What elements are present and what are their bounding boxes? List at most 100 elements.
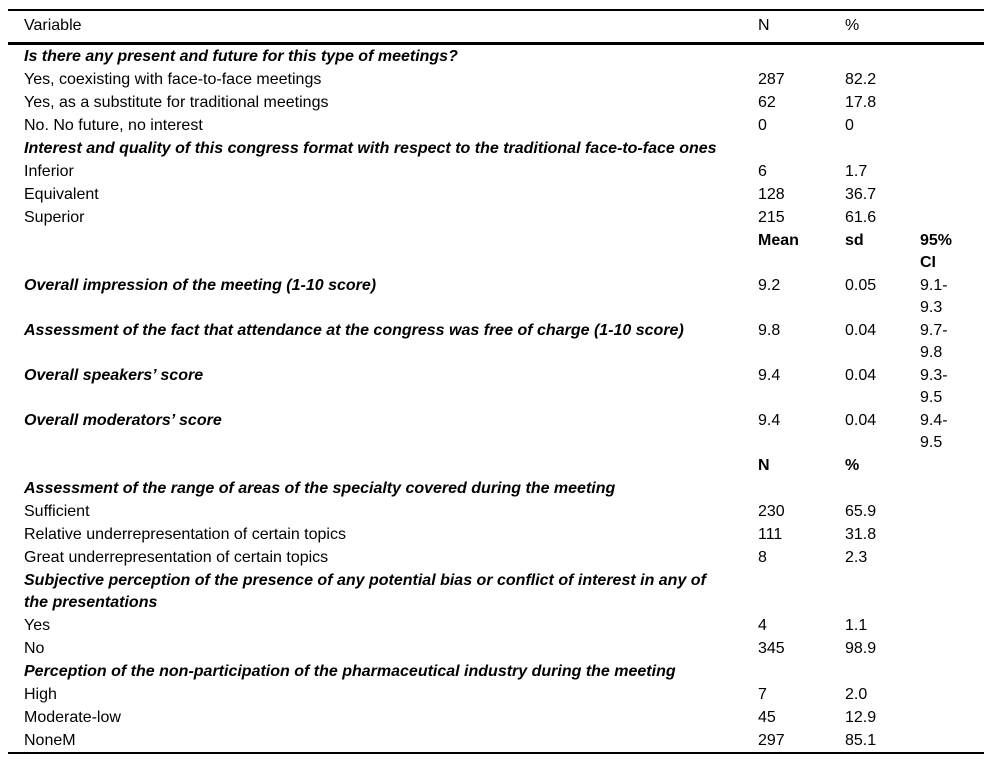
cell-mean: 9.2 <box>758 277 781 294</box>
cell-n: 45 <box>758 709 776 726</box>
cell-ci <box>920 729 984 753</box>
cell-ci <box>920 454 984 477</box>
cell-variable: Superior <box>24 209 85 226</box>
table-row: Yes, coexisting with face-to-face meetin… <box>8 68 984 91</box>
cell-variable: Equivalent <box>24 186 99 203</box>
cell-ci: 9.1-9.3 <box>920 277 948 316</box>
cell-sd: 0.04 <box>845 367 877 384</box>
cell-variable: Assessment of the fact that attendance a… <box>24 322 684 339</box>
header-ci-spacer <box>920 10 984 44</box>
cell-n: 62 <box>758 94 776 111</box>
subheader-sd: sd <box>845 232 864 249</box>
cell-ci: 9.4-9.5 <box>920 412 948 451</box>
cell-n <box>758 477 845 500</box>
table-row: Moderate-low 45 12.9 <box>8 706 984 729</box>
table-body: Is there any present and future for this… <box>8 44 984 754</box>
cell-pct <box>845 477 920 500</box>
cell-pct: 2.0 <box>845 686 868 703</box>
cell-pct: 31.8 <box>845 526 877 543</box>
cell-n: 297 <box>758 732 785 749</box>
cell-n: 215 <box>758 209 785 226</box>
cell-ci <box>920 137 984 160</box>
cell-pct: 1.7 <box>845 163 868 180</box>
cell-ci <box>920 660 984 683</box>
cell-ci <box>920 637 984 660</box>
cell-variable: Yes, coexisting with face-to-face meetin… <box>24 71 322 88</box>
cell-variable: Perception of the non-participation of t… <box>24 663 676 680</box>
table-row-section: Is there any present and future for this… <box>8 44 984 69</box>
cell-variable: Yes <box>24 617 51 634</box>
cell-mean: 9.8 <box>758 322 781 339</box>
cell-ci <box>920 68 984 91</box>
subheader-pct: % <box>845 457 860 474</box>
table-row: High 7 2.0 <box>8 683 984 706</box>
table-row-section: Interest and quality of this congress fo… <box>8 137 984 160</box>
cell-ci <box>920 114 984 137</box>
cell-sd: 0.04 <box>845 412 877 429</box>
cell-ci: 9.3-9.5 <box>920 367 948 406</box>
cell-ci <box>920 546 984 569</box>
cell-variable: Overall speakers’ score <box>24 367 204 384</box>
cell-variable: Yes, as a substitute for traditional mee… <box>24 94 329 111</box>
cell-n: 287 <box>758 71 785 88</box>
cell-n: 345 <box>758 640 785 657</box>
cell-variable: Subjective perception of the presence of… <box>24 572 706 611</box>
cell-ci <box>920 183 984 206</box>
cell-pct: 17.8 <box>845 94 877 111</box>
subheader-ci: 95% CI <box>920 232 953 271</box>
table-row: NoneM 297 85.1 <box>8 729 984 753</box>
table-row: Sufficient 230 65.9 <box>8 500 984 523</box>
cell-ci <box>920 91 984 114</box>
cell-mean: 9.4 <box>758 367 781 384</box>
cell-n: 8 <box>758 549 767 566</box>
table-row-score: Overall impression of the meeting (1-10 … <box>8 274 984 319</box>
cell-n: 128 <box>758 186 785 203</box>
cell-ci <box>920 477 984 500</box>
cell-ci <box>920 160 984 183</box>
cell-variable: High <box>24 686 57 703</box>
header-pct: % <box>845 17 860 34</box>
cell-variable: No. No future, no interest <box>24 117 203 134</box>
results-table: Variable N % Is there any present and fu… <box>8 9 984 754</box>
cell-pct: 0 <box>845 117 854 134</box>
cell-variable <box>8 229 758 274</box>
table-row-subheader: Mean sd 95% CI <box>8 229 984 274</box>
cell-n <box>758 660 845 683</box>
table-row: No 345 98.9 <box>8 637 984 660</box>
subheader-mean: Mean <box>758 232 799 249</box>
table-row: Great underrepresentation of certain top… <box>8 546 984 569</box>
cell-sd: 0.04 <box>845 322 877 339</box>
table-row: Yes 4 1.1 <box>8 614 984 637</box>
cell-variable: Sufficient <box>24 503 90 520</box>
cell-sd: 0.05 <box>845 277 877 294</box>
cell-variable: Relative underrepresentation of certain … <box>24 526 346 543</box>
cell-ci <box>920 206 984 229</box>
cell-n: 4 <box>758 617 767 634</box>
cell-pct: 61.6 <box>845 209 877 226</box>
cell-ci <box>920 44 984 69</box>
cell-pct: 85.1 <box>845 732 877 749</box>
cell-pct: 82.2 <box>845 71 877 88</box>
cell-ci <box>920 706 984 729</box>
table-row-score: Assessment of the fact that attendance a… <box>8 319 984 364</box>
cell-pct: 65.9 <box>845 503 877 520</box>
results-table-container: Variable N % Is there any present and fu… <box>8 9 984 754</box>
cell-ci <box>920 683 984 706</box>
cell-n: 111 <box>758 526 783 543</box>
cell-n: 0 <box>758 117 767 134</box>
table-row-score: Overall moderators’ score 9.4 0.04 9.4-9… <box>8 409 984 454</box>
table-row: Equivalent 128 36.7 <box>8 183 984 206</box>
cell-n <box>758 137 845 160</box>
cell-pct: 98.9 <box>845 640 877 657</box>
cell-variable: Interest and quality of this congress fo… <box>24 140 717 157</box>
cell-variable: Inferior <box>24 163 74 180</box>
cell-pct <box>845 137 920 160</box>
table-row: No. No future, no interest 0 0 <box>8 114 984 137</box>
cell-n: 6 <box>758 163 767 180</box>
cell-pct: 36.7 <box>845 186 877 203</box>
cell-variable <box>8 454 758 477</box>
table-row-score: Overall speakers’ score 9.4 0.04 9.3-9.5 <box>8 364 984 409</box>
cell-ci: 9.7-9.8 <box>920 322 948 361</box>
table-row: Inferior 6 1.7 <box>8 160 984 183</box>
cell-pct <box>845 569 920 614</box>
